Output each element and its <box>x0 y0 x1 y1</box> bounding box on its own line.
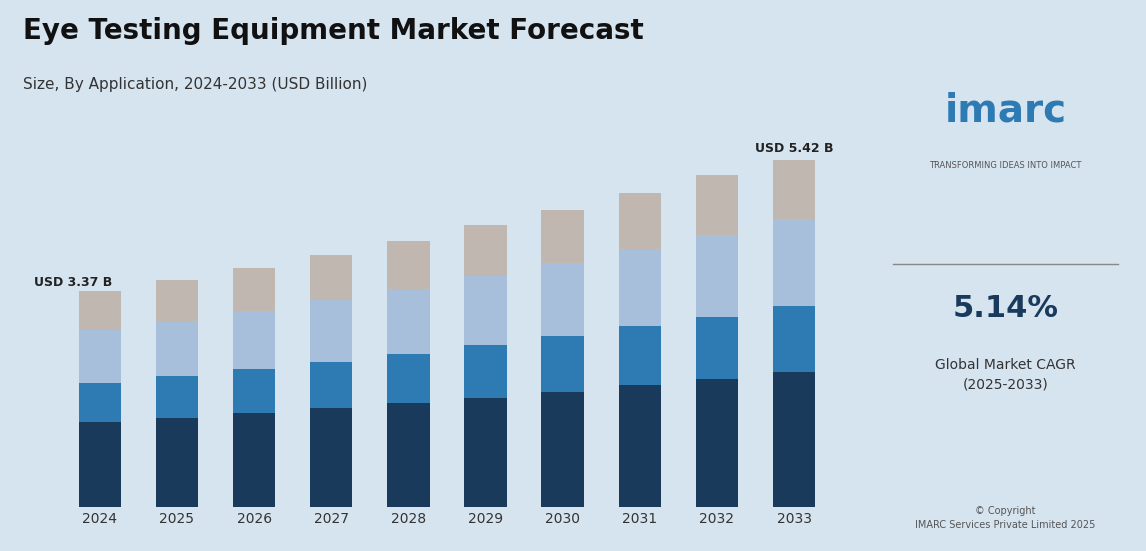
Bar <box>387 289 430 354</box>
Bar <box>79 383 121 423</box>
Bar <box>79 330 121 383</box>
Text: Global Market CAGR
(2025-2033): Global Market CAGR (2025-2033) <box>935 358 1076 391</box>
Bar <box>156 280 198 321</box>
Bar <box>311 408 353 507</box>
Bar <box>696 235 738 317</box>
Bar <box>233 369 275 413</box>
Bar <box>387 403 430 507</box>
Bar <box>311 300 353 361</box>
Text: 5.14%: 5.14% <box>952 294 1059 323</box>
Bar <box>696 379 738 507</box>
Bar <box>233 413 275 507</box>
Bar <box>619 249 661 327</box>
Bar <box>772 160 815 219</box>
Bar <box>541 263 583 336</box>
Bar <box>619 327 661 385</box>
Text: TRANSFORMING IDEAS INTO IMPACT: TRANSFORMING IDEAS INTO IMPACT <box>929 161 1082 170</box>
Text: Eye Testing Equipment Market Forecast: Eye Testing Equipment Market Forecast <box>23 17 644 45</box>
Bar <box>696 317 738 379</box>
Bar <box>619 193 661 249</box>
Bar <box>79 291 121 330</box>
Bar <box>464 225 507 276</box>
Bar <box>772 219 815 306</box>
Bar <box>311 361 353 408</box>
Bar <box>541 392 583 507</box>
Bar <box>387 241 430 289</box>
Text: USD 5.42 B: USD 5.42 B <box>755 142 833 155</box>
Bar <box>233 311 275 369</box>
Bar <box>311 255 353 300</box>
Bar <box>541 210 583 263</box>
Text: imarc: imarc <box>944 91 1067 129</box>
Bar <box>772 372 815 507</box>
Bar <box>619 385 661 507</box>
Bar <box>541 336 583 392</box>
Text: USD 3.37 B: USD 3.37 B <box>33 276 112 289</box>
Bar <box>464 276 507 345</box>
Text: Size, By Application, 2024-2033 (USD Billion): Size, By Application, 2024-2033 (USD Bil… <box>23 77 368 92</box>
Bar <box>156 376 198 418</box>
Bar <box>464 397 507 507</box>
Bar <box>79 423 121 507</box>
Bar <box>233 268 275 311</box>
Bar <box>696 175 738 235</box>
Bar <box>156 321 198 376</box>
Text: © Copyright
IMARC Services Private Limited 2025: © Copyright IMARC Services Private Limit… <box>916 506 1096 530</box>
Legend: General Examination, Glaucoma, Cataract, Others: General Examination, Glaucoma, Cataract,… <box>149 548 617 551</box>
Bar <box>156 418 198 507</box>
Bar <box>464 345 507 397</box>
Bar <box>387 354 430 403</box>
Bar <box>772 306 815 372</box>
